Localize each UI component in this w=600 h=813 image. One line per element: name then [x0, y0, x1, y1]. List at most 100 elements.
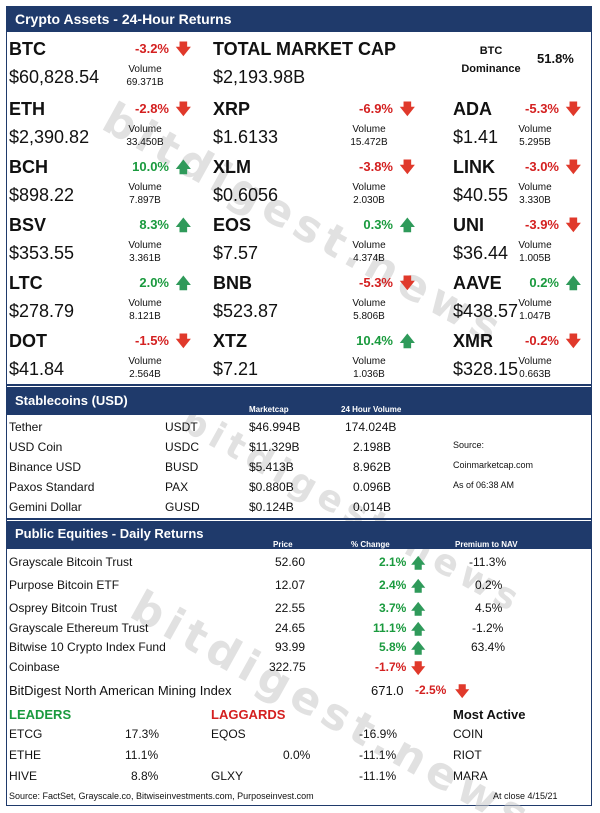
most-active-item: COIN	[453, 727, 483, 741]
asset-price: $7.21	[213, 359, 259, 379]
col-change: % Change	[351, 540, 390, 549]
asset-change: -0.2%	[525, 333, 559, 348]
equity-price: 52.60	[275, 555, 306, 569]
asset-price: $328.15	[453, 359, 519, 379]
stablecoin-name: USD Coin	[9, 440, 63, 454]
arrow-down-icon: 🡇	[565, 159, 581, 176]
asset-ltc: LTC $278.79 2.0% 🡅 Volume 8.121B	[9, 273, 199, 331]
asset-change: 10.4%	[356, 333, 393, 348]
asset-change: 8.3%	[139, 217, 169, 232]
volume-label: Volume	[518, 356, 552, 367]
asset-change: -3.2%	[135, 41, 169, 56]
equity-premium: 0.2%	[475, 578, 503, 592]
volume-label: Volume	[518, 240, 552, 251]
asset-symbol: BSV	[9, 215, 47, 235]
volume-label: Volume	[128, 124, 162, 135]
arrow-down-icon: 🡇	[399, 159, 415, 176]
arrow-down-icon: 🡇	[565, 333, 581, 350]
equity-name: Coinbase	[9, 660, 60, 674]
asset-bsv: BSV $353.55 8.3% 🡅 Volume 3.361B	[9, 215, 199, 273]
stablecoin-volume: 8.962B	[353, 460, 392, 474]
dominance-value: 51.8%	[537, 51, 574, 66]
arrow-down-icon: 🡇	[455, 683, 470, 699]
stablecoin-volume: 0.014B	[353, 500, 392, 514]
equities-title: Public Equities - Daily Returns	[15, 526, 204, 541]
asset-change: 10.0%	[132, 159, 169, 174]
asset-symbol: ETH	[9, 99, 45, 119]
asset-symbol: BTC	[9, 39, 46, 59]
equity-price: 322.75	[269, 660, 306, 674]
arrow-down-icon: 🡇	[399, 101, 415, 118]
equity-premium: 63.4%	[471, 640, 506, 654]
asset-price: $353.55	[9, 243, 75, 263]
source-site: Coinmarketcap.com	[453, 460, 534, 470]
asset-change: -3.0%	[525, 159, 559, 174]
equity-premium: -11.3%	[469, 555, 507, 569]
asset-price: $523.87	[213, 301, 279, 321]
report-page: bitdigest.news bitdigest.news bitdigest.…	[6, 6, 592, 813]
asset-change: -1.5%	[135, 333, 169, 348]
arrow-up-icon: 🡅	[175, 217, 191, 234]
asset-price: $60,828.54	[9, 67, 100, 87]
stablecoin-name: Tether	[9, 420, 43, 434]
volume-label: Volume	[352, 298, 386, 309]
asset-price: $7.57	[213, 243, 259, 263]
stablecoin-ticker: PAX	[165, 480, 189, 494]
arrow-down-icon: 🡇	[175, 333, 191, 350]
asset-link: LINK $40.55 -3.0% 🡇 Volume 3.330B	[453, 157, 589, 215]
asset-change: -5.3%	[359, 275, 393, 290]
leaders-title: LEADERS	[9, 707, 72, 722]
arrow-down-icon: 🡇	[175, 101, 191, 118]
volume-value: 69.371B	[126, 77, 164, 88]
arrow-up-icon: 🡅	[411, 601, 426, 617]
volume-value: 8.121B	[129, 311, 161, 322]
laggard-change: -11.1%	[359, 748, 397, 762]
volume-value: 3.330B	[519, 195, 551, 206]
asset-change: -3.8%	[359, 159, 393, 174]
volume-value: 1.036B	[353, 369, 385, 380]
volume-label: Volume	[352, 356, 386, 367]
asset-symbol: ADA	[453, 99, 492, 119]
volume-value: 15.472B	[350, 137, 388, 148]
section-divider	[7, 384, 591, 386]
col-price: Price	[273, 540, 293, 549]
equity-premium: -1.2%	[472, 621, 504, 635]
equity-change: -1.7%	[375, 660, 407, 674]
page-title: Crypto Assets - 24-Hour Returns	[15, 11, 232, 27]
asset-aave: AAVE $438.57 0.2% 🡅 Volume 1.047B	[453, 273, 589, 331]
volume-value: 33.450B	[126, 137, 164, 148]
col-volume: 24 Hour Volume	[341, 405, 402, 414]
asset-change: 0.2%	[529, 275, 559, 290]
asset-xlm: XLM $0.6056 -3.8% 🡇 Volume 2.030B	[213, 157, 423, 215]
asset-symbol: XRP	[213, 99, 251, 119]
equity-change: 2.1%	[379, 555, 407, 569]
asset-bnb: BNB $523.87 -5.3% 🡇 Volume 5.806B	[213, 273, 423, 331]
equity-change: 11.1%	[373, 621, 407, 635]
stablecoin-ticker: USDT	[165, 420, 198, 434]
arrow-down-icon: 🡇	[411, 660, 426, 676]
volume-label: Volume	[352, 240, 386, 251]
most-active-item: MARA	[453, 769, 488, 783]
laggard-change: -11.1%	[359, 769, 397, 783]
equity-name: Grayscale Ethereum Trust	[9, 621, 149, 635]
laggard-extra: 0.0%	[283, 748, 311, 762]
mining-index-name: BitDigest North American Mining Index	[9, 683, 232, 698]
stablecoin-volume: 174.024B	[345, 420, 397, 434]
asset-symbol: AAVE	[453, 273, 502, 293]
asset-symbol: LINK	[453, 157, 495, 177]
volume-label: Volume	[352, 182, 386, 193]
asset-price: $0.6056	[213, 185, 279, 205]
leader-change: 17.3%	[125, 727, 160, 741]
arrow-down-icon: 🡇	[565, 217, 581, 234]
leader-ticker: ETCG	[9, 727, 43, 741]
asset-xrp: XRP $1.6133 -6.9% 🡇 Volume 15.472B	[213, 99, 423, 157]
stablecoin-name: Paxos Standard	[9, 480, 95, 494]
volume-value: 2.564B	[129, 369, 161, 380]
arrow-up-icon: 🡅	[399, 333, 415, 350]
asset-bch: BCH $898.22 10.0% 🡅 Volume 7.897B	[9, 157, 199, 215]
laggard-ticker: EQOS	[211, 727, 246, 741]
laggard-ticker: GLXY	[211, 769, 244, 783]
stablecoin-marketcap: $0.124B	[249, 500, 294, 514]
asset-symbol: BCH	[9, 157, 48, 177]
stablecoin-marketcap: $46.994B	[249, 420, 301, 434]
